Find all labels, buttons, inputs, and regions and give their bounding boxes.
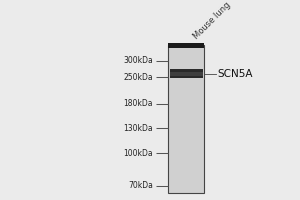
Bar <box>169 69 202 78</box>
Text: 70kDa: 70kDa <box>128 181 153 190</box>
Bar <box>169 72 202 76</box>
Text: 130kDa: 130kDa <box>123 124 153 133</box>
Text: 250kDa: 250kDa <box>123 73 153 82</box>
Bar <box>168 45 204 193</box>
Bar <box>168 43 204 48</box>
Text: 100kDa: 100kDa <box>123 149 153 158</box>
Text: Mouse lung: Mouse lung <box>192 1 232 41</box>
Text: 180kDa: 180kDa <box>124 99 153 108</box>
Text: SCN5A: SCN5A <box>218 69 253 79</box>
Text: 300kDa: 300kDa <box>123 56 153 65</box>
